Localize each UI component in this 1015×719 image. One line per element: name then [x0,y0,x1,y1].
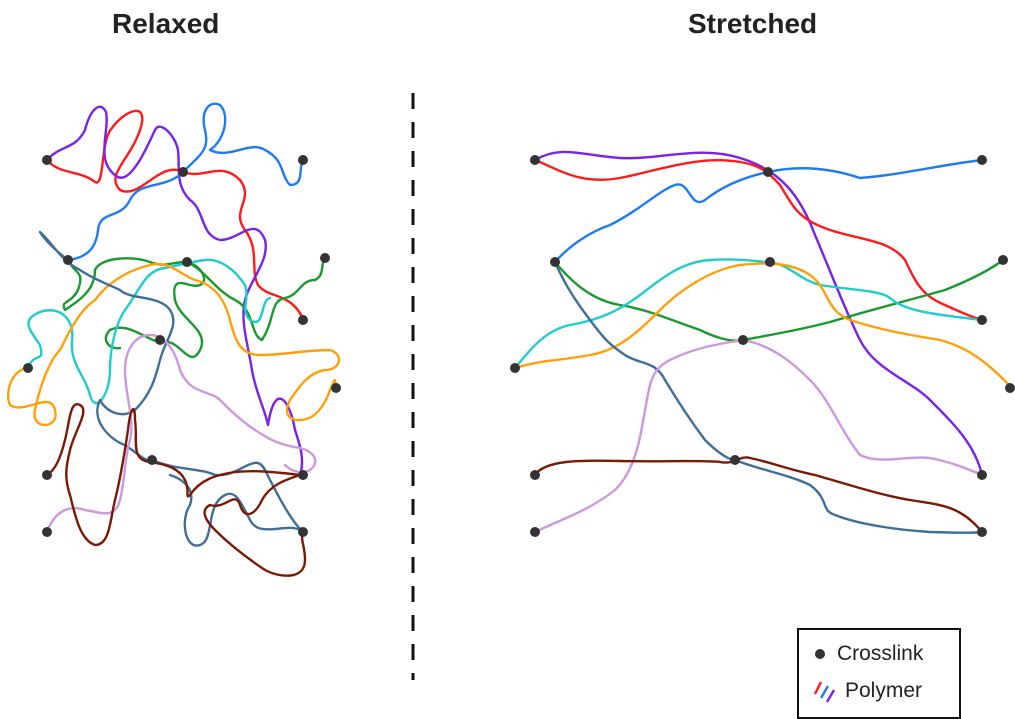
crosslink [977,315,987,325]
stretched-network [510,150,1015,537]
relaxed-green-strand [62,256,327,359]
legend-crosslink-label: Crosslink [837,642,924,665]
crosslink [182,257,192,267]
crosslink [320,253,330,263]
crosslink [550,257,560,267]
crosslink [738,335,748,345]
crosslink [530,527,540,537]
crosslink [1005,383,1015,393]
crosslink [298,470,308,480]
relaxed-blue-strand [66,102,305,262]
crosslink [63,255,73,265]
crosslink [331,383,341,393]
crosslink [42,527,52,537]
crosslink [730,455,740,465]
legend-box: Crosslink Polymer [797,628,961,719]
relaxed-cyan-strand [26,258,272,405]
crosslink [178,167,188,177]
crosslink [155,335,165,345]
relaxed-lilac-strand [45,333,317,534]
crosslink [998,255,1008,265]
stretched-brown-strand [533,456,984,534]
relaxed-brown-strand [45,403,307,577]
relaxed-purple-strand [45,105,304,477]
stretched-orange-strand [513,262,1014,390]
crosslink [530,470,540,480]
stretched-cyan-strand [513,258,984,370]
stretched-steel-strand [553,260,984,534]
stretched-lilac-strand [533,338,984,534]
stretched-title: Stretched [688,8,818,39]
crosslink [763,167,773,177]
crosslink [298,315,308,325]
relaxed-crosslinks [23,155,341,537]
relaxed-network [6,102,341,577]
relaxed-title: Relaxed [112,8,220,39]
filled-circle-icon [815,649,825,659]
crosslink [530,155,540,165]
relaxed-orange-strand [6,262,341,427]
crosslink [23,363,33,373]
polymer-strands-icon [813,681,836,703]
stretched-blue-strand [553,158,984,264]
legend-crosslink-row: Crosslink [811,642,923,666]
crosslink [147,455,157,465]
stretched-crosslinks [510,155,1015,537]
crosslink [977,155,987,165]
crosslink [42,470,52,480]
legend-polymer-label: Polymer [845,679,923,702]
crosslink [42,155,52,165]
legend-polymer-row: Polymer [811,678,922,704]
stretched-purple-strand [533,150,984,477]
stretched-red-strand [533,158,984,322]
crosslink [765,257,775,267]
crosslink [510,363,520,373]
crosslink [977,470,987,480]
crosslink [298,527,308,537]
crosslink [977,527,987,537]
crosslink [298,155,308,165]
